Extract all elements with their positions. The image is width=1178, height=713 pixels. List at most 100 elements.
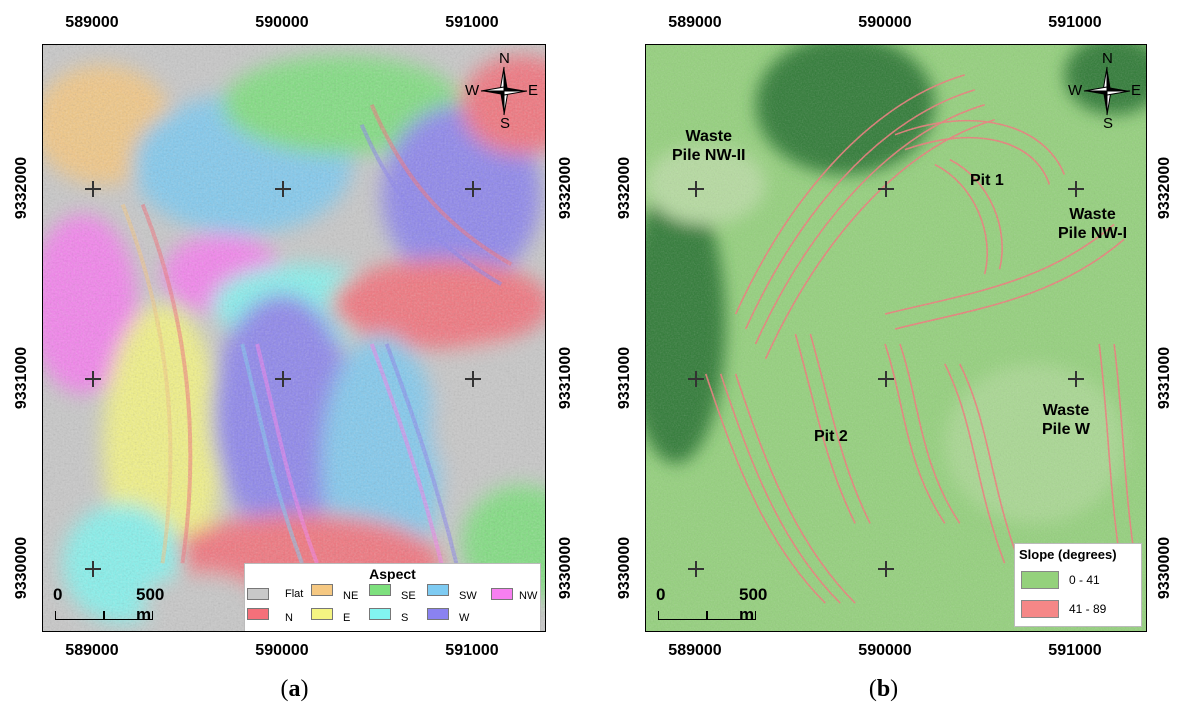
legend-title: Slope (degrees) xyxy=(1019,547,1117,562)
compass-e-label: E xyxy=(528,82,539,99)
y-tick-right: 9332000 xyxy=(557,156,574,220)
compass-rose-icon xyxy=(1083,66,1131,116)
compass-w-label: W xyxy=(1068,82,1083,99)
label-line: Waste xyxy=(1069,206,1116,223)
scale-bar-line xyxy=(658,611,756,620)
legend-title: Aspect xyxy=(369,566,416,582)
x-tick-top: 589000 xyxy=(65,14,119,31)
grid-cross-marker xyxy=(85,561,101,577)
grid-cross-marker xyxy=(1068,181,1084,197)
y-tick-right: 9330000 xyxy=(557,536,574,600)
legend-label: 0 - 41 xyxy=(1069,573,1100,587)
x-tick-bottom: 589000 xyxy=(65,642,119,659)
scale-start-label: 0 xyxy=(53,585,63,604)
scale-bar-mid-tick xyxy=(706,611,708,619)
slope-legend: Slope (degrees) 0 - 41 41 - 89 xyxy=(1014,543,1142,627)
legend-swatch-flat xyxy=(247,588,269,600)
grid-cross-marker xyxy=(688,371,704,387)
grid-cross-marker xyxy=(688,561,704,577)
legend-label: 41 - 89 xyxy=(1069,602,1107,616)
slope-raster xyxy=(646,45,1146,631)
y-tick-right: 9330000 xyxy=(1156,536,1173,600)
y-tick-left: 9331000 xyxy=(13,346,30,410)
caption-open: ( xyxy=(868,676,877,702)
compass-e-label: E xyxy=(1131,82,1142,99)
label-pit-2: Pit 2 xyxy=(814,428,848,445)
label-pit-1: Pit 1 xyxy=(970,172,1004,189)
legend-swatch-sw xyxy=(427,584,449,596)
legend-swatch-low-slope xyxy=(1021,571,1059,589)
compass-s-label: S xyxy=(1103,115,1114,132)
panel-caption: (b) xyxy=(589,676,1178,703)
north-arrow-compass: N S E W xyxy=(465,50,539,132)
x-tick-top: 591000 xyxy=(445,14,499,31)
x-tick-top: 590000 xyxy=(858,14,912,31)
y-tick-left: 9330000 xyxy=(13,536,30,600)
label-line: Pile W xyxy=(1042,421,1091,438)
scale-start-label: 0 xyxy=(656,585,666,604)
panel-slope-map: 589000 590000 591000 589000 590000 59100… xyxy=(589,0,1178,713)
legend-swatch-n xyxy=(247,608,269,620)
grid-cross-marker xyxy=(275,371,291,387)
x-tick-bottom: 591000 xyxy=(1048,642,1102,659)
x-tick-top: 591000 xyxy=(1048,14,1102,31)
grid-cross-marker xyxy=(465,181,481,197)
grid-cross-marker xyxy=(878,371,894,387)
legend-label: NE xyxy=(343,590,359,602)
grid-cross-marker xyxy=(85,181,101,197)
grid-cross-marker xyxy=(688,181,704,197)
legend-swatch-ne xyxy=(311,584,333,596)
grid-cross-marker xyxy=(878,181,894,197)
y-tick-left: 9330000 xyxy=(616,536,633,600)
caption-open: ( xyxy=(280,676,289,702)
y-tick-left: 9331000 xyxy=(616,346,633,410)
x-tick-bottom: 590000 xyxy=(858,642,912,659)
legend-label: SW xyxy=(459,590,477,602)
legend-swatch-w xyxy=(427,608,449,620)
grid-cross-marker xyxy=(1068,371,1084,387)
legend-label: S xyxy=(401,612,409,624)
legend-label: Flat xyxy=(285,588,304,600)
legend-label: NW xyxy=(519,590,538,602)
scale-bar-mid-tick xyxy=(103,611,105,619)
label-waste-pile-nw-i: Waste Pile NW-I xyxy=(1058,205,1127,243)
y-tick-left: 9332000 xyxy=(13,156,30,220)
compass-n-label: N xyxy=(1102,50,1113,67)
label-line: Waste xyxy=(1042,402,1090,419)
legend-label: SE xyxy=(401,590,416,602)
x-tick-bottom: 589000 xyxy=(668,642,722,659)
grid-cross-marker xyxy=(275,181,291,197)
legend-swatch-s xyxy=(369,608,391,620)
x-tick-bottom: 590000 xyxy=(255,642,309,659)
caption-letter: a xyxy=(288,676,301,702)
grid-cross-marker xyxy=(85,371,101,387)
compass-n-label: N xyxy=(499,50,510,67)
y-tick-right: 9331000 xyxy=(1156,346,1173,410)
caption-close: ) xyxy=(300,676,309,702)
grid-cross-marker xyxy=(465,371,481,387)
legend-swatch-se xyxy=(369,584,391,596)
grid-cross-marker xyxy=(878,561,894,577)
panel-aspect-map: 589000 590000 591000 589000 590000 59100… xyxy=(0,14,589,703)
y-tick-right: 9331000 xyxy=(557,346,574,410)
x-tick-top: 589000 xyxy=(668,14,722,31)
compass-rose-icon xyxy=(480,66,528,116)
compass-s-label: S xyxy=(500,115,511,132)
slope-map-frame: Waste Pile NW-II Pit 1 Waste Pile NW-I P… xyxy=(645,44,1147,632)
label-waste-pile-nw-ii: Waste Pile NW-II xyxy=(672,127,745,165)
x-tick-bottom: 591000 xyxy=(445,642,499,659)
legend-label: N xyxy=(285,612,293,624)
compass-w-label: W xyxy=(465,82,480,99)
aspect-map-frame: N S E W 0 500 m Aspect Flat NE SE SW NW xyxy=(42,44,546,632)
y-tick-left: 9332000 xyxy=(616,156,633,220)
label-line: Waste xyxy=(685,128,732,145)
label-waste-pile-w: Waste Pile W xyxy=(1042,401,1090,439)
aspect-legend: Aspect Flat NE SE SW NW N E S W xyxy=(244,563,541,631)
caption-letter: b xyxy=(876,676,891,702)
x-tick-top: 590000 xyxy=(255,14,309,31)
legend-label: W xyxy=(459,612,470,624)
aspect-raster xyxy=(43,45,545,631)
y-tick-right: 9332000 xyxy=(1156,156,1173,220)
panel-caption: (a) xyxy=(0,676,589,703)
legend-swatch-e xyxy=(311,608,333,620)
